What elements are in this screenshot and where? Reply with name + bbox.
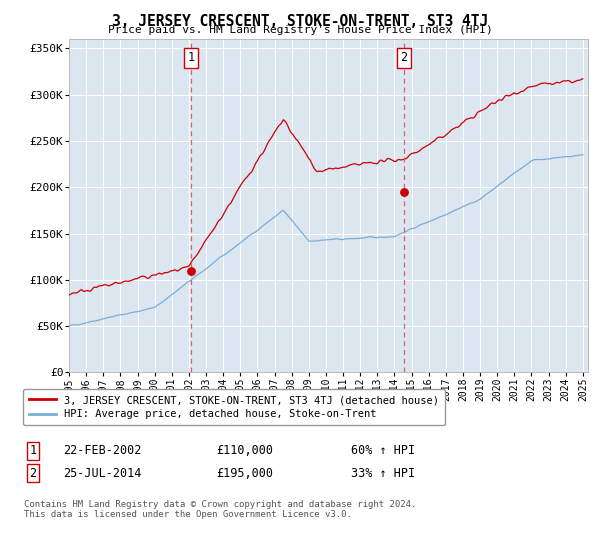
Text: Contains HM Land Registry data © Crown copyright and database right 2024.
This d: Contains HM Land Registry data © Crown c…: [24, 500, 416, 519]
Text: 1: 1: [188, 51, 194, 64]
Text: Price paid vs. HM Land Registry's House Price Index (HPI): Price paid vs. HM Land Registry's House …: [107, 25, 493, 35]
Text: £195,000: £195,000: [216, 466, 273, 480]
Text: 22-FEB-2002: 22-FEB-2002: [63, 444, 142, 458]
Text: £110,000: £110,000: [216, 444, 273, 458]
Point: [399, 188, 409, 197]
Text: 3, JERSEY CRESCENT, STOKE-ON-TRENT, ST3 4TJ: 3, JERSEY CRESCENT, STOKE-ON-TRENT, ST3 …: [112, 14, 488, 29]
Text: 2: 2: [400, 51, 407, 64]
Text: 33% ↑ HPI: 33% ↑ HPI: [351, 466, 415, 480]
Text: 1: 1: [29, 444, 37, 458]
Text: 2: 2: [29, 466, 37, 480]
Text: 60% ↑ HPI: 60% ↑ HPI: [351, 444, 415, 458]
Legend: 3, JERSEY CRESCENT, STOKE-ON-TRENT, ST3 4TJ (detached house), HPI: Average price: 3, JERSEY CRESCENT, STOKE-ON-TRENT, ST3 …: [23, 389, 445, 426]
Point: [187, 266, 196, 275]
Text: 25-JUL-2014: 25-JUL-2014: [63, 466, 142, 480]
